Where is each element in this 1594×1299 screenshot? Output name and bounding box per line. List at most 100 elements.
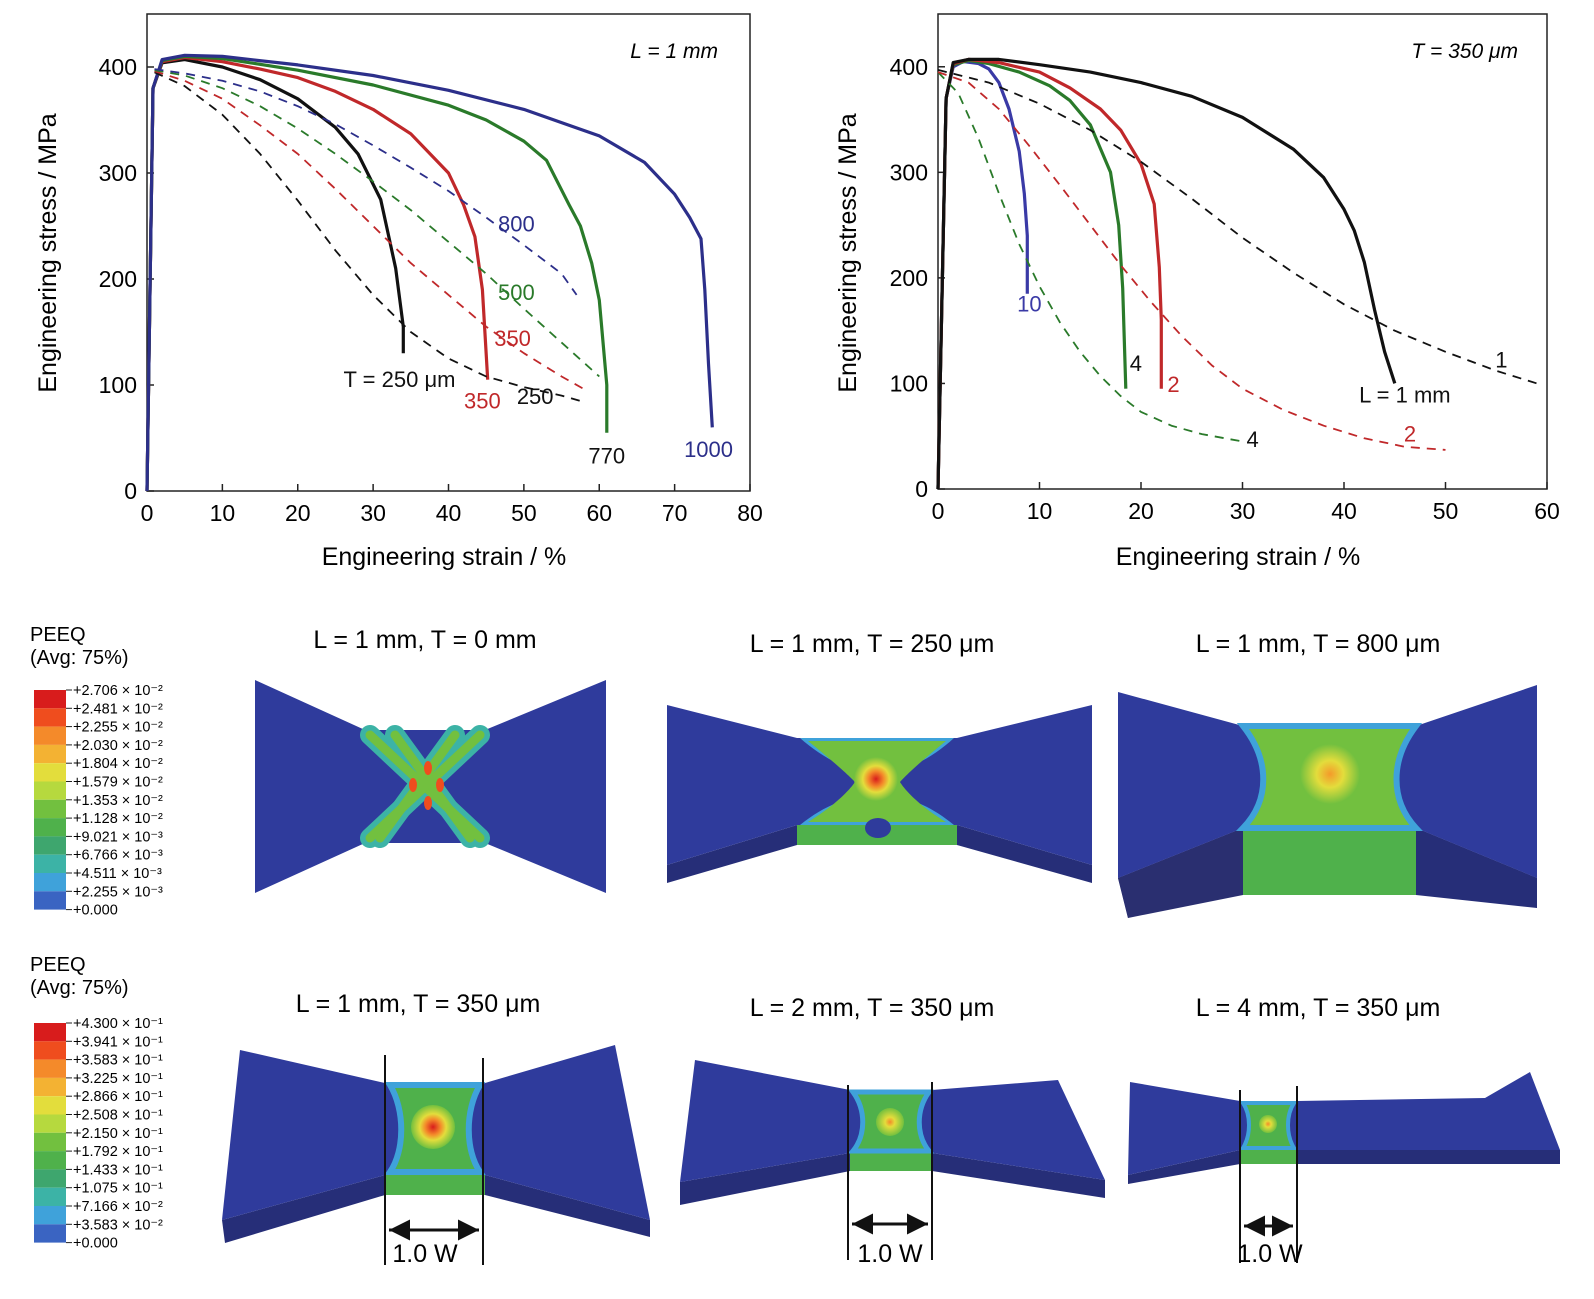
legend-value: +6.766 × 10⁻³ [73,848,163,864]
sim-title: L = 1 mm, T = 350 μm [296,990,541,1018]
curve-label: 350 [494,326,531,351]
legend-value: +2.150 × 10⁻¹ [73,1126,163,1142]
sim-curve [937,69,1538,385]
legend-swatch [34,1132,66,1152]
plot-frame [937,13,1548,490]
specimen-side [222,1175,650,1243]
hotspot [411,1105,455,1149]
x-tick-label: 60 [586,500,612,526]
legend-swatch [34,891,66,910]
y-tick-label: 0 [124,478,137,504]
legend-swatch [34,708,66,727]
sim-title: L = 4 mm, T = 350 μm [1196,994,1441,1022]
legend-swatch [34,1114,66,1133]
curve-label: 1 [1495,348,1507,373]
exp-curve [936,59,1029,490]
sim-curve [154,70,585,390]
colorbar-legend-bottom: PEEQ (Avg: 75%) +4.300 × 10⁻¹ +3.941 × 10… [30,954,163,1252]
hotspot [876,1108,904,1136]
curve-label: 800 [498,211,535,236]
sim-title: L = 2 mm, T = 350 μm [750,994,995,1022]
exp-curve [145,55,490,492]
legend-values: +2.706 × 10⁻² +2.481 × 10⁻² +2.255 × 10⁻² +… [66,683,163,919]
legend-swatch [34,1206,66,1225]
specimen-l1-t0 [255,680,606,893]
specimen-l1-t250 [667,705,1092,883]
legend-value: +1.128 × 10⁻² [73,811,163,827]
sim-title: L = 1 mm, T = 800 μm [1196,630,1441,658]
legend-value: +1.804 × 10⁻² [73,756,163,772]
panel-annotation: T = 350 μm [1411,40,1518,63]
curve-label: 4 [1247,427,1259,452]
y-tick-label: 300 [99,160,137,186]
sim-title: L = 1 mm, T = 0 mm [313,626,536,654]
exp-curve [145,54,609,492]
exp-curve [936,57,1397,490]
curve-label: 250 [517,384,554,409]
y-axis-label: Engineering stress / MPa [34,113,62,392]
legend-swatch [34,1169,66,1188]
legend-value: +2.255 × 10⁻³ [73,884,163,900]
y-axis-label: Engineering stress / MPa [834,113,862,392]
width-label: 1.0 W [857,1240,923,1268]
legend-value: +0.000 [73,1236,118,1252]
hotspot [436,778,444,792]
legend-swatch [34,781,66,800]
x-tick-label: 80 [737,500,763,526]
legend-swatch [34,1151,66,1170]
legend-swatch [34,726,66,745]
series-group [936,57,1538,490]
legend-subtitle: (Avg: 75%) [30,647,129,669]
legend-values: +4.300 × 10⁻¹ +3.941 × 10⁻¹ +3.583 × 10⁻¹ +… [66,1016,163,1252]
x-tick-label: 30 [360,500,386,526]
hotspot [854,757,898,801]
specimen-side [680,1153,1105,1205]
specimen-l4-t350: 1.0 W [1128,1072,1560,1268]
specimen-side-neck [1240,1150,1297,1164]
legend-swatch [34,763,66,782]
y-tick-label: 200 [890,265,928,291]
x-tick-label: 30 [1230,498,1256,524]
y-tick-label: 400 [99,54,137,80]
width-label: 1.0 W [392,1240,458,1268]
sim-curve [937,71,1446,451]
panel-annotation: L = 1 mm [630,40,718,63]
legend-value: +2.508 × 10⁻¹ [73,1108,163,1124]
legend-value: +3.941 × 10⁻¹ [73,1034,163,1050]
specimen-side [1128,1150,1560,1184]
legend-value: +3.583 × 10⁻¹ [73,1053,163,1069]
curve-label: 2 [1167,372,1179,397]
legend-value: +2.255 × 10⁻² [73,720,163,736]
specimen-side [1118,828,1243,918]
hotspot [1259,1115,1277,1133]
legend-value: +2.706 × 10⁻² [73,683,163,699]
x-tick-label: 0 [932,498,945,524]
x-tick-label: 20 [1128,498,1154,524]
legend-value: +1.433 × 10⁻¹ [73,1162,163,1178]
curve-label: 770 [588,443,625,468]
legend-swatches [34,1023,66,1243]
sim-curve [154,71,585,403]
x-tick-label: 10 [210,500,236,526]
curve-label: L = 1 mm [1359,382,1451,407]
legend-value: +2.866 × 10⁻¹ [73,1089,163,1105]
shear-bands [360,725,490,848]
x-axis-label: Engineering strain / % [1116,543,1361,571]
curve-label: T = 250 μm [344,367,456,392]
low-strain-notch [865,818,891,838]
y-tick-label: 100 [890,370,928,396]
legend-swatch [34,854,66,873]
legend-value: +9.021 × 10⁻³ [73,829,163,845]
sim-title: L = 1 mm, T = 250 μm [750,630,995,658]
legend-value: +4.300 × 10⁻¹ [73,1016,163,1032]
legend-title: PEEQ [30,624,86,646]
legend-swatch [34,690,66,709]
curve-label: 350 [464,388,501,413]
legend-swatches [34,690,66,910]
hotspot [409,778,417,792]
width-label: 1.0 W [1237,1240,1303,1268]
